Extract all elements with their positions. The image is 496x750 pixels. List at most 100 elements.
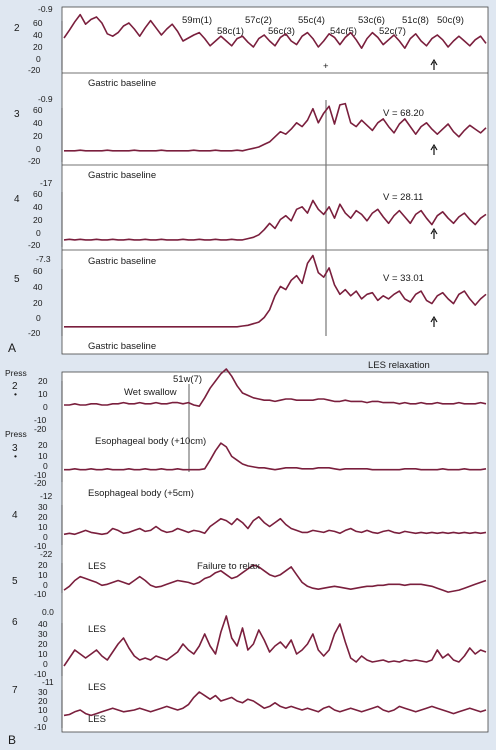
channel-b4-tick-1: 30 — [38, 502, 48, 512]
channel-a2-tick-5: -20 — [28, 65, 41, 75]
channel-b7-trace — [63, 691, 487, 717]
panel-b-title: LES relaxation — [368, 360, 430, 371]
channel-b7-tick-5: -10 — [34, 722, 47, 732]
channel-b4-tick-5: -10 — [34, 541, 47, 551]
channel-a2-tick-1: 60 — [33, 18, 43, 28]
channel-b2-annotation: Wet swallow — [124, 387, 177, 398]
channel-a4-tick-1: 60 — [33, 189, 43, 199]
channel-b7-annotation: LES — [88, 682, 106, 693]
channel-a3-label: 3 — [14, 109, 20, 120]
channel-a5-tick-1: 60 — [33, 266, 43, 276]
channel-b4-top-label: -12 — [40, 491, 53, 501]
channel-b2-label: 2 — [12, 381, 18, 392]
channel-b6-annotation: LES — [88, 624, 106, 635]
channel-a4-label: 4 — [14, 194, 20, 205]
column-label-57c2: 57c(2) — [245, 15, 272, 26]
channel-b3-annotation: Esophageal body (+10cm) — [95, 436, 206, 447]
channel-a3-tick-2: 40 — [33, 118, 43, 128]
channel-a4-velocity: V = 28.11 — [383, 192, 423, 203]
channel-a5-tick-5: -20 — [28, 328, 41, 338]
channel-a4-tick-2: 40 — [33, 202, 43, 212]
channel-b4-annotation: Esophageal body (+5cm) — [88, 488, 194, 499]
channel-a2-baseline-label: Gastric baseline — [88, 78, 156, 89]
channel-b3-label: 3 — [12, 443, 18, 454]
channel-b3: Press 3 • 20 10 0 -10 -20 Esophageal bod… — [5, 429, 487, 488]
failure-to-relax-annotation: Failure to relax — [197, 561, 260, 572]
channel-b3-tick-3: 0 — [43, 461, 48, 471]
column-label-55c4: 55c(4) — [298, 15, 325, 26]
channel-b6-label: 6 — [12, 617, 18, 628]
channel-b7-top-label: -11 — [42, 677, 54, 687]
channel-a2-tick-3: 20 — [33, 42, 43, 52]
channel-a2-arrow-icon — [430, 58, 438, 70]
channel-b7-tick-1: 30 — [38, 687, 48, 697]
channel-b3-tick-1: 20 — [38, 440, 48, 450]
channel-b4-tick-2: 20 — [38, 512, 48, 522]
channel-b5-tick-3: 0 — [43, 580, 48, 590]
column-label-51c8: 51c(8) — [402, 15, 429, 26]
channel-b5-top-label: -22 — [40, 549, 53, 559]
channel-a4-top-label: -17 — [40, 178, 53, 188]
channel-a5-tick-3: 20 — [33, 298, 43, 308]
channel-b2-press-label: Press — [5, 368, 27, 378]
channel-b2-tick-2: 10 — [38, 389, 48, 399]
channel-b5-tick-1: 20 — [38, 560, 48, 570]
channel-a4-baseline-label: Gastric baseline — [88, 256, 156, 267]
channel-b7-label: 7 — [12, 685, 18, 696]
channel-b5-annotation: LES — [88, 561, 106, 572]
channel-b6: 0.0 6 40 30 20 10 0 -10 LES — [12, 607, 487, 679]
channel-a2: -0.9 2 60 40 20 0 -20 Gastric baseline — [14, 4, 487, 89]
channel-a3-tick-1: 60 — [33, 105, 43, 115]
channel-b6-top-label: 0.0 — [42, 607, 54, 617]
channel-b6-tick-5: 0 — [43, 659, 48, 669]
channel-b6-tick-6: -10 — [34, 669, 47, 679]
column-label-52c7: 52c(7) — [379, 26, 406, 37]
column-label-56c3: 56c(3) — [268, 26, 295, 37]
channel-a5-tick-4: 0 — [36, 313, 41, 323]
channel-b6-trace — [63, 615, 487, 667]
column-label-54c5: 54c(5) — [330, 26, 357, 37]
column-label-53c6: 53c(6) — [358, 15, 385, 26]
column-label-59m1: 59m(1) — [182, 15, 212, 26]
panel-b-frame — [61, 371, 489, 733]
channel-a5-trace — [64, 254, 487, 328]
channel-b2-tick-3: 0 — [43, 402, 48, 412]
channel-a5-label: 5 — [14, 274, 20, 285]
channel-a3-velocity: V = 68.20 — [383, 108, 424, 119]
channel-b6-tick-2: 30 — [38, 629, 48, 639]
channel-b6-tick-1: 40 — [38, 619, 48, 629]
panel-a-plus-marker: + — [323, 61, 329, 72]
channel-a3-tick-3: 20 — [33, 131, 43, 141]
channel-b3-tick-5: -20 — [34, 478, 47, 488]
channel-b7-tick-2: 20 — [38, 696, 48, 706]
channel-b5-tick-4: -10 — [34, 589, 47, 599]
swallow-marker-label: 51w(7) — [173, 374, 202, 385]
channel-b4: -12 4 30 20 10 0 -10 Esophageal body (+5… — [12, 488, 487, 551]
channel-b6-tick-3: 20 — [38, 639, 48, 649]
channel-a4-tick-5: -20 — [28, 240, 41, 250]
channel-b5-tick-2: 10 — [38, 570, 48, 580]
channel-b5-trace — [63, 564, 487, 593]
channel-b6-tick-4: 10 — [38, 649, 48, 659]
channel-a5-velocity: V = 33.01 — [383, 273, 424, 284]
channel-a3-arrow-icon — [430, 143, 438, 155]
channel-a2-label: 2 — [14, 23, 20, 34]
channel-a4-tick-4: 0 — [36, 228, 41, 238]
channel-b2-tick-4: -10 — [34, 415, 47, 425]
channel-a3-tick-4: 0 — [36, 144, 41, 154]
channel-a5-tick-2: 40 — [33, 282, 43, 292]
channel-a5-baseline-label: Gastric baseline — [88, 341, 156, 352]
channel-b2: Press 2 • 20 10 0 -10 -20 Wet swallow — [5, 368, 487, 434]
channel-b4-tick-4: 0 — [43, 532, 48, 542]
channel-b5-label: 5 — [12, 576, 18, 587]
channel-a3-tick-5: -20 — [28, 156, 41, 166]
channel-b3-trace — [64, 442, 487, 471]
panel-b-letter: B — [8, 733, 16, 747]
channel-b7-tick-3: 10 — [38, 705, 48, 715]
channel-b5: -22 5 20 10 0 -10 LES Failure to relax — [12, 549, 487, 599]
panel-b: B LES relaxation 51w(7) Press 2 • 20 10 … — [5, 360, 489, 747]
channel-a2-top-label: -0.9 — [38, 4, 53, 14]
channel-b2-trace — [64, 368, 487, 407]
channel-a3-top-label: -0.9 — [38, 94, 53, 104]
